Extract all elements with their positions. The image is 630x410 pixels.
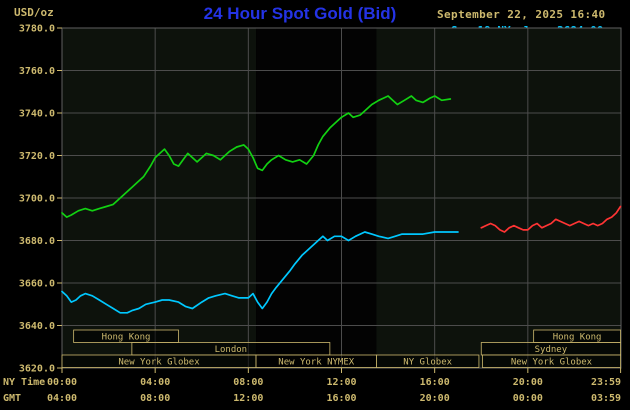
x-tick-label-ny: 08:00: [233, 377, 263, 388]
x-tick-label-ny: 00:00: [47, 377, 77, 388]
x-tick-label-gmt: 03:59: [591, 393, 621, 404]
y-tick-label: 3620.0: [19, 364, 55, 375]
session-label: New York NYMEX: [278, 358, 354, 368]
y-tick-label: 3660.0: [19, 279, 55, 290]
session-label: New York Globex: [118, 358, 200, 368]
y-tick-label: 3680.0: [19, 236, 55, 247]
session-box: [73, 329, 179, 343]
x-tick-label-ny: 23:59: [591, 377, 621, 388]
x-tick-label-gmt: 04:00: [47, 393, 77, 404]
unit-label: USD/oz: [14, 6, 54, 19]
x-tick-label-gmt: 08:00: [140, 393, 170, 404]
session-label: Sydney: [535, 345, 568, 355]
y-tick-label: 3640.0: [19, 321, 55, 332]
y-tick-label: 3760.0: [19, 66, 55, 77]
price-line-sep-19-ny-close: [61, 231, 459, 314]
x-tick-label-ny: 16:00: [420, 377, 450, 388]
gmt-axis-label: GMT: [3, 393, 21, 404]
session-label: Hong Kong: [553, 333, 602, 343]
datetime-label: September 22, 2025 16:40: [437, 8, 606, 21]
price-line-sep-21-sunday: [480, 205, 622, 233]
session-label: London: [215, 345, 248, 355]
ny-time-axis-label: NY Time: [3, 376, 45, 388]
y-tick-label: 3700.0: [19, 194, 55, 205]
y-tick-label: 3740.0: [19, 109, 55, 120]
x-tick-label-gmt: 16:00: [326, 393, 356, 404]
session-label: NY Globex: [403, 358, 452, 368]
x-tick-label-ny: 12:00: [326, 377, 356, 388]
y-tick-label: 3780.0: [19, 24, 55, 35]
x-tick-label-gmt: 12:00: [233, 393, 263, 404]
session-label: New York Globex: [511, 358, 593, 368]
x-tick-label-gmt: 20:00: [420, 393, 450, 404]
x-tick-label-ny: 20:00: [513, 377, 543, 388]
session-box: [482, 354, 621, 368]
session-box: [376, 354, 480, 368]
y-tick-label: 3720.0: [19, 151, 55, 162]
x-tick-label-ny: 04:00: [140, 377, 170, 388]
page-title: 24 Hour Spot Gold (Bid): [203, 4, 397, 23]
session-label: Hong Kong: [102, 333, 151, 343]
x-tick-label-gmt: 00:00: [513, 393, 543, 404]
price-line-sep-22-last: [61, 95, 452, 218]
